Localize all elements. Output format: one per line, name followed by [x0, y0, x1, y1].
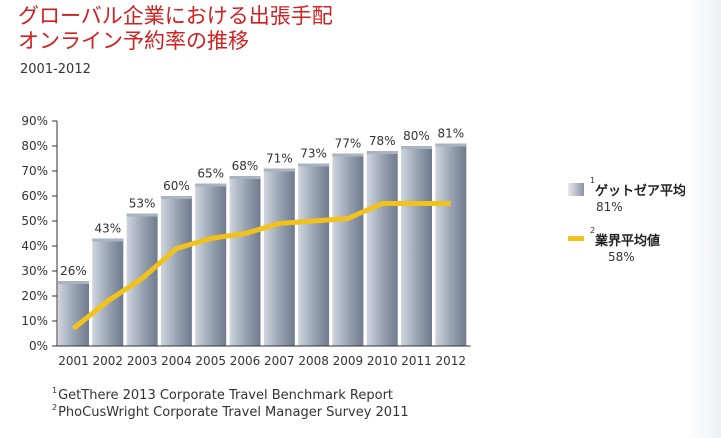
bar [332, 153, 364, 346]
legend-sup: 2 [590, 226, 596, 235]
bar [298, 163, 330, 346]
y-tick-label: 20% [21, 289, 48, 303]
y-tick-label: 40% [21, 239, 48, 253]
footnote-sup: 1 [52, 386, 58, 395]
y-tick-label: 10% [21, 314, 48, 328]
legend-label: ゲットゼア平均値 [595, 184, 700, 199]
bars [58, 143, 467, 346]
bar [229, 176, 261, 346]
bar-top [92, 238, 124, 242]
footnote-2: 2PhoCusWright Corporate Travel Manager S… [52, 403, 409, 420]
x-tick-label: 2004 [161, 354, 192, 368]
bar-top [435, 143, 467, 147]
footnote-1: 1GetThere 2013 Corporate Travel Benchmar… [52, 386, 394, 403]
data-labels: 26% 43% 53% 60% 65% 68% 71% 73% 77% 78% 80% 81% [60, 127, 464, 279]
x-tick-label: 2005 [195, 354, 226, 368]
bar-top [298, 163, 330, 167]
bar-value-label: 53% [129, 197, 156, 211]
legend-value: 58% [608, 250, 635, 264]
bar-value-label: 81% [437, 127, 464, 141]
legend-bar-swatch [568, 183, 584, 196]
bar [401, 146, 432, 346]
bar-top [366, 151, 398, 154]
chart-title: グローバル企業における出張手配 オンライン予約率の推移 [18, 4, 333, 54]
x-tick-label: 2012 [436, 354, 467, 368]
bar [435, 143, 467, 346]
bar-top [401, 146, 432, 149]
bar-value-label: 43% [94, 222, 121, 236]
bar-value-label: 68% [232, 159, 259, 173]
bar-top [195, 183, 227, 187]
bar-top [263, 168, 295, 172]
bar-top [229, 176, 261, 179]
x-tick-label: 2009 [333, 354, 364, 368]
title-line-2: オンライン予約率の推移 [18, 29, 249, 53]
bar-value-label: 73% [300, 147, 327, 161]
x-tick-label: 2006 [230, 354, 261, 368]
x-axis: 2001 2002 2003 2004 2005 2006 2007 2008 2009 2010… [57, 345, 471, 368]
bar-value-label: 78% [369, 134, 396, 148]
y-tick-label: 90% [21, 114, 48, 128]
industry-average-line-path [71, 201, 451, 331]
x-tick-label: 2007 [264, 354, 295, 368]
footnote-text: GetThere 2013 Corporate Travel Benchmark… [58, 388, 394, 403]
y-tick-label: 70% [21, 164, 48, 178]
x-tick-label: 2010 [367, 354, 398, 368]
legend-label: 業界平均値 [595, 234, 661, 249]
y-axis: 0% 10% 20% 30% 40% 50% 60% 70% 80% 90% [21, 114, 58, 353]
bar [366, 151, 398, 346]
bar-top [58, 281, 89, 284]
footnote-sup: 2 [52, 403, 58, 412]
legend-value: 81% [596, 200, 623, 214]
bar [160, 196, 192, 346]
x-tick-label: 2008 [298, 354, 329, 368]
bar-top [332, 153, 364, 157]
bar-top [126, 213, 158, 217]
y-tick-label: 50% [21, 214, 48, 228]
bar [58, 281, 89, 346]
x-tick-label: 2003 [127, 354, 158, 368]
x-tick-label: 2002 [93, 354, 124, 368]
title-line-1: グローバル企業における出張手配 [18, 4, 333, 28]
x-tick-label: 2001 [58, 354, 89, 368]
y-tick-label: 0% [29, 339, 48, 353]
bar-value-label: 65% [197, 167, 224, 181]
chart-subtitle: 2001-2012 [20, 62, 91, 77]
bar-value-label: 80% [403, 129, 430, 143]
bar [263, 168, 295, 346]
industry-average-line [71, 201, 451, 331]
bar-value-label: 71% [266, 152, 293, 166]
footnote-text: PhoCusWright Corporate Travel Manager Su… [58, 405, 409, 420]
bar-top [160, 196, 192, 199]
bar [195, 183, 227, 346]
legend-line-swatch [568, 236, 584, 241]
x-tick-label: 2011 [401, 354, 432, 368]
bar-value-label: 26% [60, 264, 87, 278]
y-tick-label: 80% [21, 139, 48, 153]
page-edge-shade [685, 0, 721, 438]
bar-value-label: 77% [335, 137, 362, 151]
bar-value-label: 60% [163, 179, 190, 193]
y-tick-label: 60% [21, 189, 48, 203]
y-tick-label: 30% [21, 264, 48, 278]
legend-sup: 1 [590, 176, 596, 185]
